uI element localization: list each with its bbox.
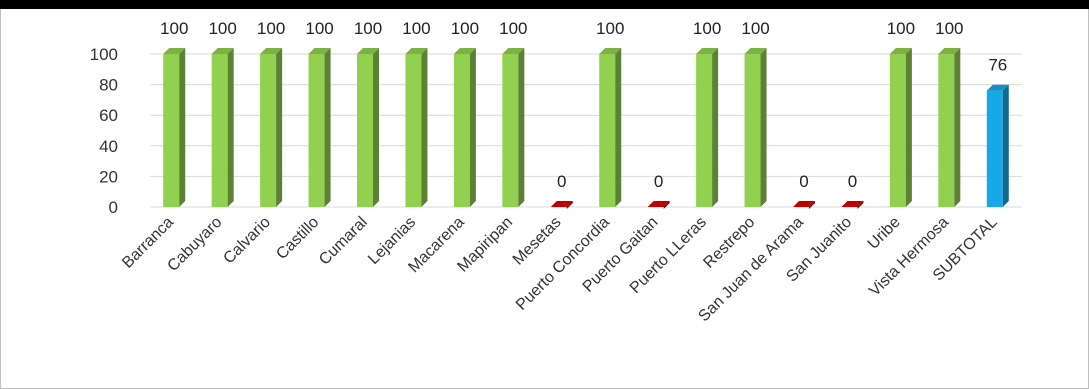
- top-header-band: [0, 0, 1089, 9]
- data-label: 100: [160, 19, 188, 38]
- data-label: 0: [557, 172, 566, 191]
- data-label: 0: [848, 172, 857, 191]
- x-category-label: Cumaral: [316, 214, 371, 269]
- bar: [889, 48, 912, 207]
- data-label: 100: [354, 19, 382, 38]
- y-tick-label: 80: [99, 76, 118, 95]
- data-label: 100: [208, 19, 236, 38]
- bars: [163, 48, 1009, 209]
- bar: [163, 48, 186, 207]
- data-label: 0: [654, 172, 663, 191]
- bar: [938, 48, 961, 207]
- y-tick-label: 0: [109, 198, 118, 217]
- data-label: 100: [451, 19, 479, 38]
- gridlines: [150, 53, 1022, 208]
- bar: [453, 48, 476, 207]
- bar: [744, 48, 767, 207]
- data-label: 100: [257, 19, 285, 38]
- data-label: 100: [887, 19, 915, 38]
- data-label: 100: [693, 19, 721, 38]
- x-category-label: Castillo: [273, 214, 322, 263]
- data-labels: 100 100 100 100 100 100 100 100 0 100 0 100 100 0 0 100…: [160, 19, 1007, 191]
- bar: [550, 201, 573, 209]
- bar: [986, 84, 1009, 207]
- data-label: 100: [596, 19, 624, 38]
- data-label: 100: [935, 19, 963, 38]
- bar: [841, 201, 864, 209]
- bar: [405, 48, 428, 207]
- y-axis: 0 20 40 60 80 100: [90, 45, 118, 217]
- x-category-label: Calvario: [220, 214, 274, 268]
- y-tick-label: 40: [99, 137, 118, 156]
- bar: [260, 48, 283, 207]
- y-tick-label: 100: [90, 45, 118, 64]
- x-category-label: Uribe: [865, 214, 904, 253]
- bar: [308, 48, 331, 207]
- bar: [211, 48, 234, 207]
- bar: [793, 201, 815, 209]
- bar: [599, 48, 622, 207]
- data-label: 0: [799, 172, 808, 191]
- data-label: 100: [499, 19, 527, 38]
- y-tick-label: 60: [99, 106, 118, 125]
- bar: [357, 48, 379, 207]
- bar: [502, 48, 525, 207]
- data-label: 100: [305, 19, 333, 38]
- data-label: 76: [988, 56, 1007, 75]
- y-tick-label: 20: [99, 167, 118, 186]
- data-label: 100: [402, 19, 430, 38]
- data-label: 100: [741, 19, 769, 38]
- bar: [696, 48, 719, 207]
- bar: [647, 201, 670, 209]
